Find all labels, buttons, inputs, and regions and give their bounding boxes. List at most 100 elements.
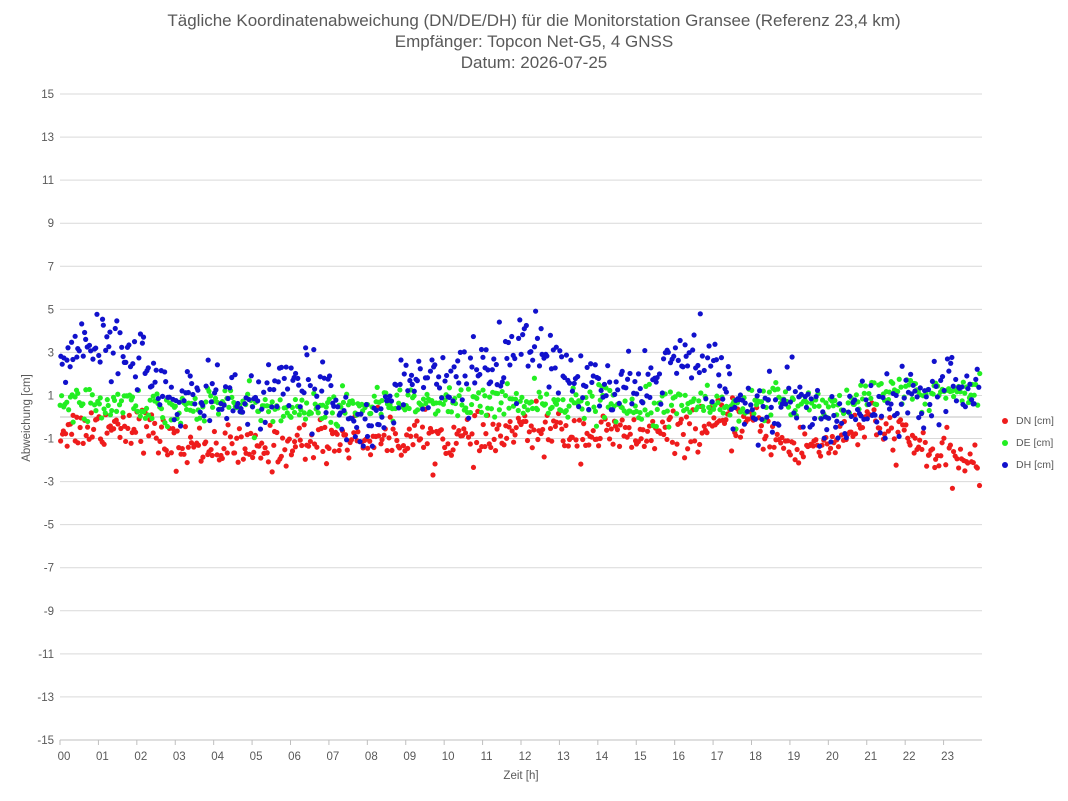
data-point [296,425,302,431]
data-point [145,365,151,371]
data-point [158,424,165,430]
data-point [301,410,307,416]
data-point [974,366,980,372]
data-point [129,394,136,400]
data-point [759,416,765,423]
data-point [74,354,80,360]
data-point [625,348,632,354]
data-point [523,322,529,329]
data-point [604,427,610,433]
data-point [563,422,569,429]
data-point [427,368,434,374]
data-point [517,317,523,323]
data-point [898,384,904,390]
data-point [501,442,507,448]
data-point [450,447,456,453]
data-point [93,345,99,351]
data-point [480,421,486,428]
data-point [754,393,760,399]
y-tick-label: 7 [48,261,54,273]
data-point [866,390,872,397]
data-point [834,418,840,424]
data-point [808,396,814,402]
chart-subtitle-date: Datum: 2026-07-25 [460,53,608,72]
data-points [57,308,983,491]
data-point [824,427,830,433]
data-point [683,353,689,359]
data-point [433,400,439,406]
data-point [786,385,792,391]
data-point [280,413,287,419]
data-point [569,434,575,440]
data-point [535,436,541,443]
data-point [832,397,838,404]
data-point [766,368,773,374]
data-point [912,388,918,394]
data-point [905,410,911,416]
data-point [411,393,417,399]
data-point [234,435,240,441]
data-point [153,367,159,373]
data-point [138,438,144,444]
data-point [534,407,541,413]
data-point [351,430,357,436]
data-point [565,443,571,449]
data-point [432,461,438,467]
data-point [897,417,904,423]
data-point [264,450,270,456]
data-point [401,371,407,377]
data-point [670,408,676,414]
data-point [512,355,518,362]
data-point [116,402,123,408]
legend-marker [1002,440,1008,446]
data-point [111,426,117,432]
data-point [208,399,214,405]
data-point [66,407,72,413]
data-point [917,385,923,391]
data-point [976,384,982,390]
data-point [342,432,349,438]
data-point [640,400,646,406]
data-point [132,374,139,380]
data-point [182,424,188,430]
data-point [682,392,688,398]
data-point [696,398,702,404]
data-point [972,442,978,448]
y-tick-label: -3 [44,477,54,489]
data-point [858,413,864,419]
data-point [343,394,349,400]
data-point [201,418,207,424]
data-point [578,353,584,359]
series-de [57,370,983,441]
data-point [265,362,272,368]
data-point [120,410,126,416]
data-point [905,435,911,441]
data-point [197,415,203,421]
data-point [99,316,106,322]
data-point [145,412,152,418]
data-point [763,433,769,439]
data-point [389,447,395,454]
data-point [352,434,358,440]
data-point [96,352,102,359]
y-tick-label: -11 [38,649,54,661]
data-point [80,353,86,359]
data-point [768,404,774,410]
data-point [614,427,621,433]
data-point [507,362,513,368]
data-point [424,441,430,447]
x-tick-label: 15 [634,751,647,763]
data-point [227,385,233,391]
data-point [534,335,541,341]
data-point [752,416,758,422]
data-point [229,441,235,447]
data-point [72,333,78,339]
x-tick-label: 11 [481,751,493,763]
y-tick-label: -1 [44,434,54,446]
data-point [877,425,883,431]
data-point [774,431,780,437]
data-point [964,373,970,379]
data-point [168,450,174,456]
data-point [200,454,206,460]
data-point [195,387,201,393]
